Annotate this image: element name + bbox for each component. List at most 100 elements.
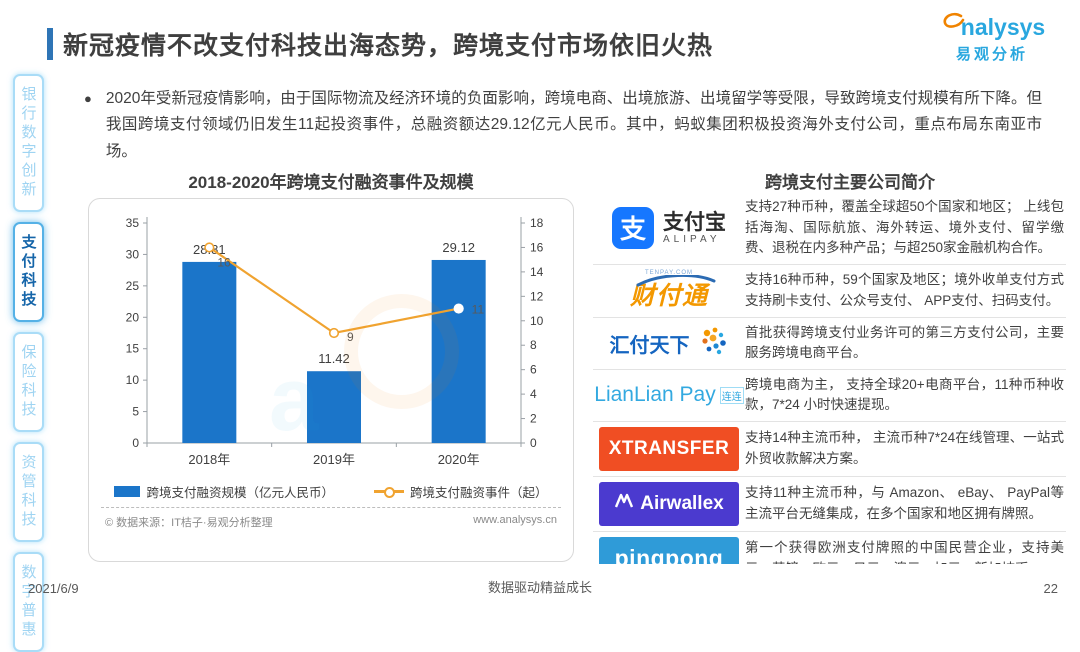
tenpay-name-cn: 财付通 bbox=[629, 281, 708, 310]
company-description: 支持16种币种，59个国家及地区；境外收单支付方式支持刷卡支付、公众号支付、 A… bbox=[745, 272, 1064, 308]
line-marker bbox=[453, 303, 464, 314]
companies-panel: 支 支付宝 ALIPAY 支持27种币种，覆盖全球超50个国家和地区； 上线包括… bbox=[593, 192, 1066, 564]
airwallex-logo: Airwallex bbox=[593, 481, 745, 526]
company-description: 支持27种币种，覆盖全球超50个国家和地区； 上线包括海淘、国际航旅、海外转运、… bbox=[745, 199, 1064, 256]
bar-value-label: 29.12 bbox=[442, 240, 475, 255]
right-axis-label: 16 bbox=[530, 240, 544, 254]
x-axis-label: 2019年 bbox=[313, 452, 355, 467]
left-axis-label: 15 bbox=[126, 342, 140, 356]
huifu-logo: 汇付天下 bbox=[593, 325, 745, 362]
lianlian-logo: LianLian Pay 连连 bbox=[593, 383, 745, 407]
bar-legend-swatch bbox=[114, 486, 141, 497]
footer-date: 2021/6/9 bbox=[28, 581, 79, 596]
airwallex-name: Airwallex bbox=[640, 492, 724, 514]
left-axis-label: 30 bbox=[126, 247, 140, 261]
right-axis-label: 4 bbox=[530, 387, 537, 401]
chart-source-row: © 数据来源：IT桔子·易观分析整理 www.analysys.cn bbox=[101, 507, 561, 530]
line-value-label: 11 bbox=[472, 303, 485, 317]
sidebar-item-bank-digital[interactable]: 银行数字创新 bbox=[12, 74, 44, 212]
company-description: 支持11种主流币种，与 Amazon、 eBay、 PayPal等主流平台无缝集… bbox=[745, 485, 1064, 521]
right-axis-label: 2 bbox=[530, 412, 537, 426]
left-axis-label: 25 bbox=[126, 279, 140, 293]
company-description: 支持14种主流币种， 主流币种7*24在线管理、一站式外贸收款解决方案。 bbox=[745, 430, 1064, 466]
line-legend-label: 跨境支付融资事件（起） bbox=[410, 486, 548, 500]
airwallex-mark-icon bbox=[614, 493, 634, 515]
header: 新冠疫情不改支付科技出海态势，跨境支付市场依旧火热 bbox=[47, 26, 713, 62]
table-row: pingpong 第一个获得欧洲支付牌照的中国民营企业，支持美元、英镑、欧元、日… bbox=[593, 532, 1066, 564]
events-line bbox=[208, 246, 459, 335]
sidebar-item-insurance-tech[interactable]: 保险科技 bbox=[12, 332, 44, 432]
right-axis-label: 8 bbox=[530, 338, 537, 352]
bar-2019年 bbox=[307, 371, 361, 443]
table-row: Airwallex 支持11种主流币种，与 Amazon、 eBay、 PayP… bbox=[593, 477, 1066, 532]
analysys-swoosh-icon bbox=[939, 10, 965, 41]
page-title: 新冠疫情不改支付科技出海态势，跨境支付市场依旧火热 bbox=[63, 32, 714, 60]
lianlian-name-cn: 连连 bbox=[719, 386, 744, 404]
page-number: 22 bbox=[1043, 581, 1058, 596]
x-axis-label: 2020年 bbox=[438, 452, 480, 467]
huifu-pinwheel-icon bbox=[697, 325, 729, 362]
right-axis-label: 12 bbox=[530, 289, 544, 303]
line-value-label: 16 bbox=[217, 255, 231, 269]
sidebar: 银行数字创新 支付科技 保险科技 资管科技 数字普惠 bbox=[8, 74, 48, 652]
alipay-icon: 支 bbox=[612, 206, 654, 249]
table-row: TENPAY.COM 财付通 支持16种币种，59个国家及地区；境外收单支付方式… bbox=[593, 265, 1066, 318]
right-axis-label: 14 bbox=[530, 265, 544, 279]
bar-line-chart: 0510152025303502468101214161828.8111.422… bbox=[126, 216, 544, 467]
analysys-brand-text: nalysys bbox=[960, 14, 1046, 40]
lianlian-name-en: LianLian Pay bbox=[594, 383, 716, 407]
left-axis-label: 35 bbox=[126, 216, 140, 230]
pingpong-logo: pingpong bbox=[593, 536, 745, 564]
line-marker bbox=[328, 327, 340, 339]
right-axis-label: 10 bbox=[530, 314, 544, 328]
line-value-label: 9 bbox=[347, 330, 354, 344]
table-row: LianLian Pay 连连 跨境电商为主， 支持全球20+电商平台，11种币… bbox=[593, 370, 1066, 422]
x-axis-label: 2018年 bbox=[188, 452, 230, 467]
left-axis-label: 5 bbox=[132, 405, 139, 419]
chart-site-link[interactable]: www.analysys.cn bbox=[473, 514, 557, 526]
chart-panel: a 0510152025303502468101214161828.8111.4… bbox=[88, 198, 574, 562]
line-marker bbox=[204, 242, 215, 253]
line-legend-swatch bbox=[374, 487, 404, 498]
title-accent-bar bbox=[47, 28, 53, 60]
bar-2020年 bbox=[431, 259, 486, 443]
chart-title: 2018-2020年跨境支付融资事件及规模 bbox=[188, 173, 474, 192]
sidebar-item-digital-inclusion[interactable]: 数字普惠 bbox=[12, 552, 44, 652]
company-description: 首批获得跨境支付业务许可的第三方支付公司，主要服务跨境电商平台。 bbox=[745, 324, 1064, 361]
left-axis-label: 20 bbox=[126, 310, 140, 324]
right-axis-label: 18 bbox=[530, 216, 544, 230]
right-axis-label: 0 bbox=[530, 436, 537, 450]
table-row: 支 支付宝 ALIPAY 支持27种币种，覆盖全球超50个国家和地区； 上线包括… bbox=[593, 192, 1066, 265]
tenpay-domain-text: TENPAY.COM bbox=[644, 269, 693, 276]
footer-slogan: 数据驱动精益成长 bbox=[487, 580, 592, 595]
sidebar-item-asset-tech[interactable]: 资管科技 bbox=[12, 442, 44, 542]
chart-legend: 跨境支付融资规模（亿元人民币） 跨境支付融资事件（起） bbox=[101, 482, 561, 501]
bar-value-label: 11.42 bbox=[318, 351, 350, 366]
alipay-logo: 支 支付宝 ALIPAY bbox=[593, 206, 745, 249]
table-row: XTRANSFER 支持14种主流币种， 主流币种7*24在线管理、一站式外贸收… bbox=[593, 422, 1066, 477]
xtransfer-name: XTRANSFER bbox=[599, 426, 739, 471]
pingpong-name: pingpong bbox=[599, 536, 739, 564]
intro-paragraph: ● 2020年受新冠疫情影响，由于国际物流及经济环境的负面影响，跨境电商、出境旅… bbox=[84, 86, 1042, 165]
alipay-name-en: ALIPAY bbox=[663, 233, 721, 245]
legend-item-line: 跨境支付融资事件（起） bbox=[374, 482, 548, 501]
left-axis-label: 10 bbox=[126, 373, 140, 387]
intro-text: 2020年受新冠疫情影响，由于国际物流及经济环境的负面影响，跨境电商、出境旅游、… bbox=[105, 90, 1042, 160]
table-row: 汇付天下 首批获得跨境支付业务许可的第三方支付公司，主要服务跨境电商平台。 bbox=[593, 318, 1066, 370]
bar-legend-label: 跨境支付融资规模（亿元人民币） bbox=[146, 486, 334, 500]
company-description: 第一个获得欧洲支付牌照的中国民营企业，支持美元、英镑、欧元、日元、澳元、加元、新… bbox=[745, 540, 1064, 564]
alipay-name-cn: 支付宝 bbox=[663, 210, 726, 234]
analysys-logo: nalysys 易观分析 bbox=[922, 10, 1062, 64]
chart-source: © 数据来源：IT桔子·易观分析整理 bbox=[105, 517, 273, 529]
xtransfer-logo: XTRANSFER bbox=[593, 426, 745, 471]
sidebar-item-payment-tech[interactable]: 支付科技 bbox=[12, 222, 44, 322]
tenpay-swoosh-icon bbox=[636, 273, 716, 292]
companies-title: 跨境支付主要公司简介 bbox=[765, 173, 935, 192]
bar-2018年 bbox=[182, 261, 237, 443]
tenpay-logo: TENPAY.COM 财付通 bbox=[593, 270, 745, 312]
legend-item-bar: 跨境支付融资规模（亿元人民币） bbox=[114, 482, 334, 501]
right-axis-label: 6 bbox=[530, 363, 537, 377]
analysys-brand-cn: 易观分析 bbox=[955, 46, 1028, 63]
company-description: 跨境电商为主， 支持全球20+电商平台，11种币种收款，7*24 小时快速提现。 bbox=[745, 376, 1064, 413]
left-axis-label: 0 bbox=[132, 436, 139, 450]
